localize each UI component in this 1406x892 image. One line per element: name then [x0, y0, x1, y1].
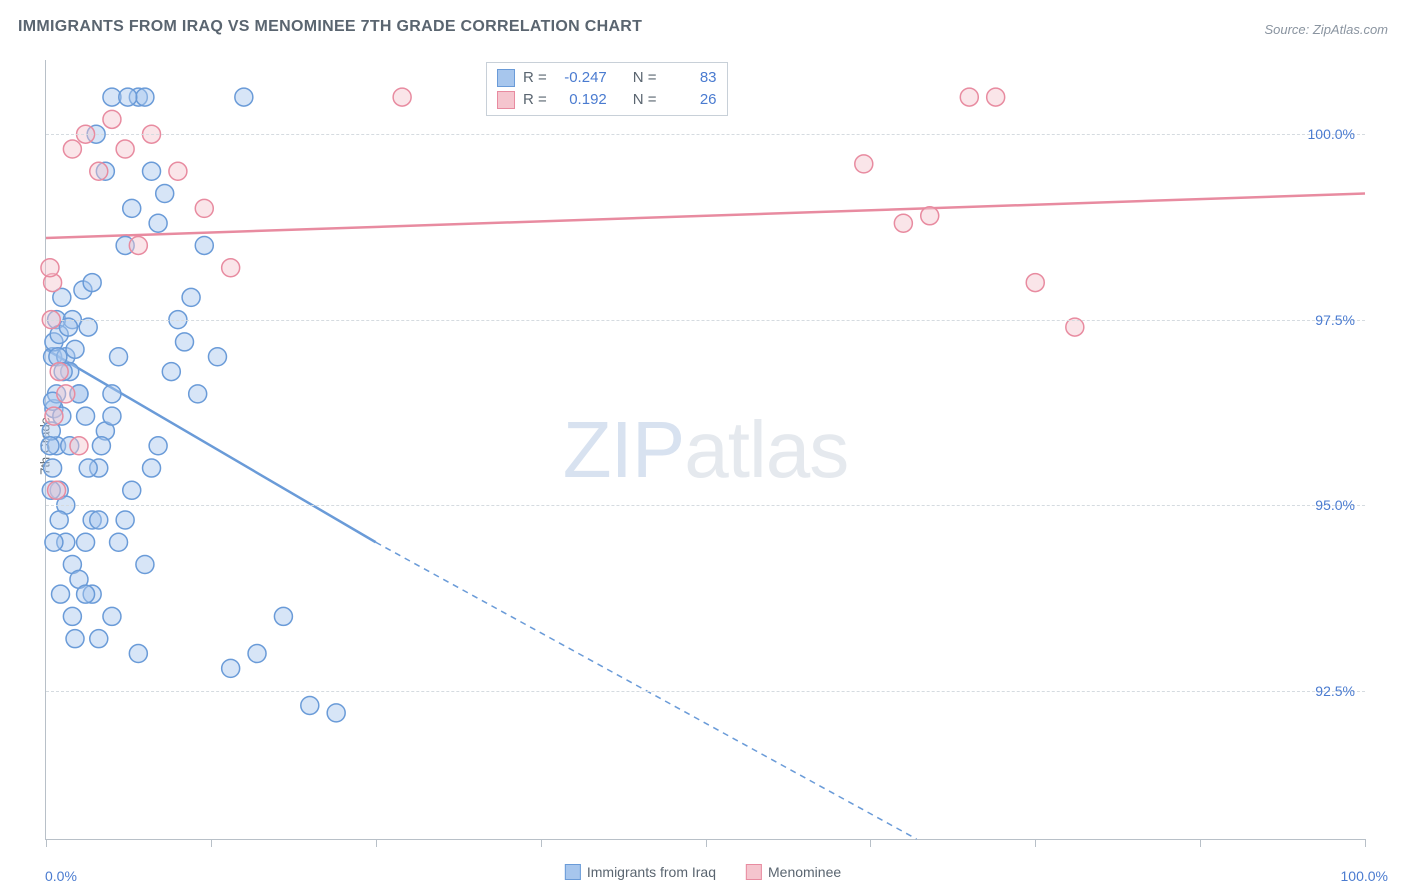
n-value-iraq: 83 — [665, 67, 717, 89]
legend-swatch-iraq-b — [565, 864, 581, 880]
y-tick-label: 92.5% — [1315, 683, 1355, 699]
plot-area: ZIPatlas R = -0.247 N = 83 R = 0.192 N =… — [45, 60, 1365, 840]
legend-swatch-menominee-b — [746, 864, 762, 880]
n-value-menominee: 26 — [665, 89, 717, 111]
legend-row-menominee: R = 0.192 N = 26 — [497, 89, 717, 111]
legend-item-iraq: Immigrants from Iraq — [565, 864, 716, 880]
r-label-2: R = — [523, 89, 547, 111]
legend-swatch-menominee — [497, 91, 515, 109]
series-legend: Immigrants from Iraq Menominee — [565, 864, 841, 880]
legend-label-menominee: Menominee — [768, 864, 841, 880]
r-value-iraq: -0.247 — [555, 67, 607, 89]
y-tick-label: 97.5% — [1315, 312, 1355, 328]
legend-label-iraq: Immigrants from Iraq — [587, 864, 716, 880]
n-label-2: N = — [633, 89, 657, 111]
y-tick-label: 100.0% — [1308, 126, 1355, 142]
chart-svg — [46, 60, 1365, 839]
y-tick-label: 95.0% — [1315, 497, 1355, 513]
chart-title: IMMIGRANTS FROM IRAQ VS MENOMINEE 7TH GR… — [18, 18, 642, 36]
x-tick-100: 100.0% — [1341, 868, 1388, 884]
legend-item-menominee: Menominee — [746, 864, 841, 880]
x-tick-0: 0.0% — [45, 868, 77, 884]
source-attribution: Source: ZipAtlas.com — [1264, 22, 1388, 37]
legend-swatch-iraq — [497, 69, 515, 87]
legend-row-iraq: R = -0.247 N = 83 — [497, 67, 717, 89]
r-label: R = — [523, 67, 547, 89]
correlation-legend: R = -0.247 N = 83 R = 0.192 N = 26 — [486, 62, 728, 116]
n-label: N = — [633, 67, 657, 89]
r-value-menominee: 0.192 — [555, 89, 607, 111]
